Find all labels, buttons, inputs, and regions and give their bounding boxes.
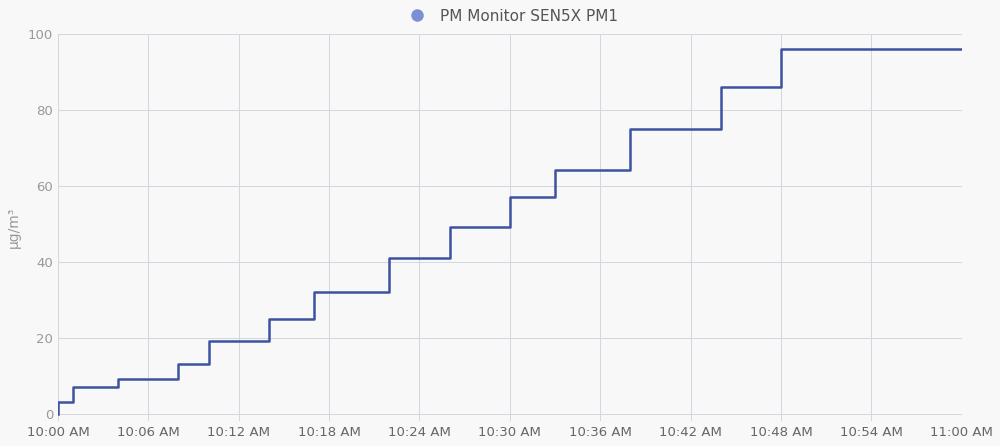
Legend: PM Monitor SEN5X PM1: PM Monitor SEN5X PM1 xyxy=(396,3,624,30)
Y-axis label: μg/m³: μg/m³ xyxy=(7,207,21,248)
